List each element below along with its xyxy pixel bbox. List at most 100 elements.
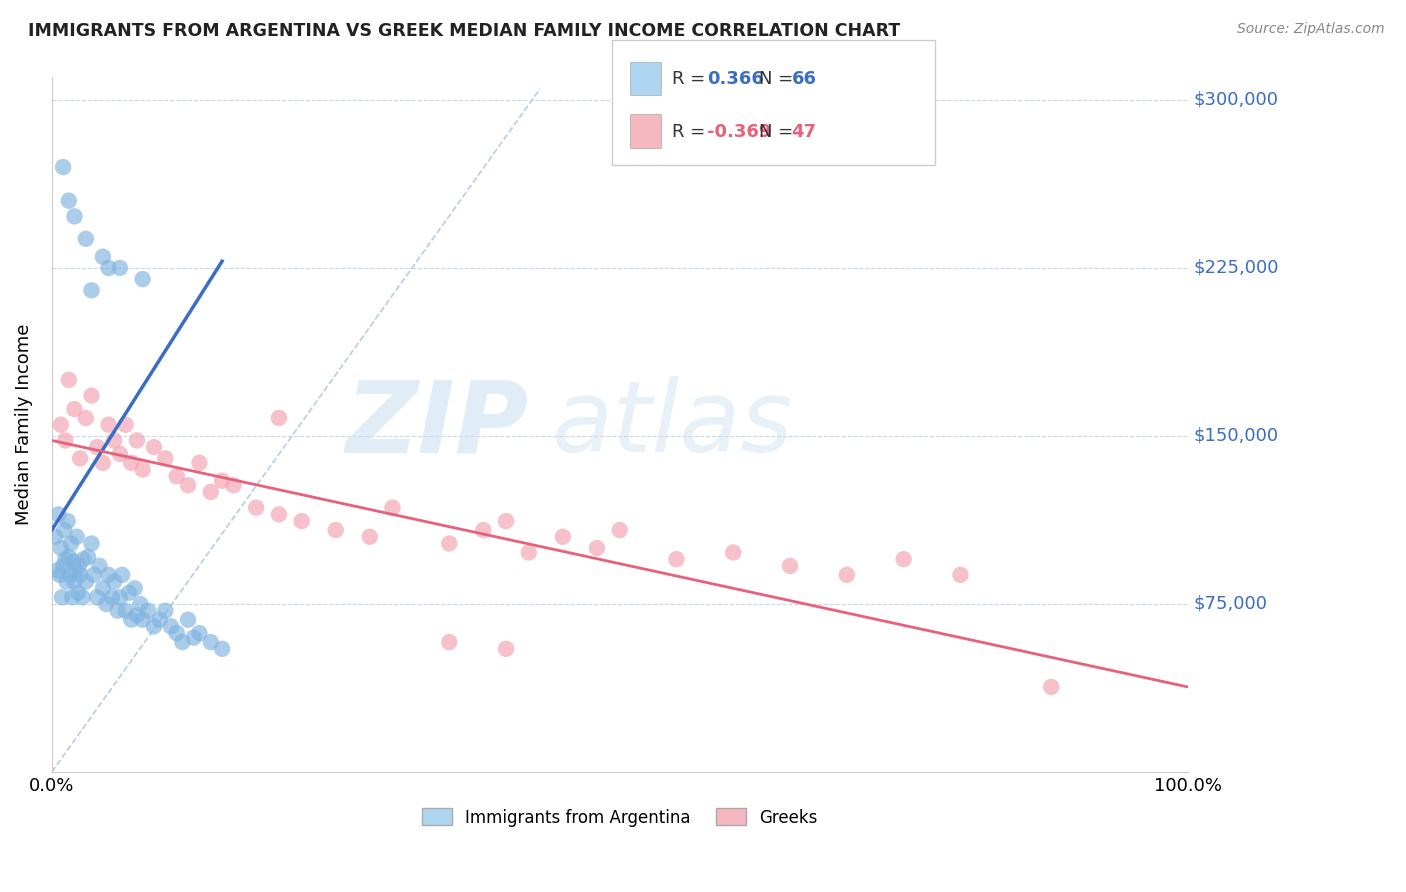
Point — [120, 613, 142, 627]
Text: IMMIGRANTS FROM ARGENTINA VS GREEK MEDIAN FAMILY INCOME CORRELATION CHART: IMMIGRANTS FROM ARGENTINA VS GREEK MEDIA… — [28, 22, 900, 40]
Point — [72, 591, 94, 605]
Point — [188, 626, 211, 640]
Point — [83, 567, 105, 582]
Point — [97, 567, 120, 582]
Point — [101, 591, 124, 605]
Point — [55, 574, 77, 589]
Point — [62, 554, 84, 568]
Point — [166, 469, 188, 483]
Point — [125, 434, 148, 448]
Point — [245, 500, 267, 515]
Point — [49, 541, 72, 555]
Point — [267, 411, 290, 425]
Point — [69, 451, 91, 466]
Point — [177, 478, 200, 492]
Point — [51, 591, 73, 605]
Point — [63, 402, 86, 417]
Point — [609, 523, 631, 537]
Point — [108, 260, 131, 275]
Point — [77, 549, 100, 564]
Text: 0.366: 0.366 — [707, 70, 763, 88]
Point — [143, 440, 166, 454]
Point — [188, 456, 211, 470]
Point — [55, 552, 77, 566]
Point — [131, 272, 153, 286]
Point — [60, 591, 83, 605]
Point — [129, 597, 152, 611]
Point — [86, 591, 108, 605]
Point — [52, 558, 75, 573]
Point — [69, 567, 91, 582]
Point — [172, 635, 194, 649]
Point — [80, 536, 103, 550]
Point — [80, 283, 103, 297]
Point — [86, 440, 108, 454]
Point — [49, 417, 72, 432]
Point — [46, 563, 69, 577]
Point — [56, 514, 79, 528]
Text: R =: R = — [672, 70, 711, 88]
Point — [91, 582, 114, 596]
Legend: Immigrants from Argentina, Greeks: Immigrants from Argentina, Greeks — [415, 802, 824, 833]
Point — [200, 635, 222, 649]
Point — [183, 631, 205, 645]
Point — [63, 574, 86, 589]
Point — [495, 514, 517, 528]
Point — [58, 373, 80, 387]
Point — [67, 558, 90, 573]
Point — [97, 260, 120, 275]
Text: -0.369: -0.369 — [707, 122, 772, 141]
Point — [517, 545, 540, 559]
Point — [211, 474, 233, 488]
Point — [551, 530, 574, 544]
Point — [381, 500, 404, 515]
Point — [120, 456, 142, 470]
Point — [48, 567, 70, 582]
Point — [723, 545, 745, 559]
Point — [200, 485, 222, 500]
Text: $225,000: $225,000 — [1194, 259, 1278, 277]
Point — [52, 160, 75, 174]
Point — [1040, 680, 1063, 694]
Point — [103, 574, 125, 589]
Point — [779, 558, 801, 573]
Point — [893, 552, 915, 566]
Point — [359, 530, 381, 544]
Point — [44, 530, 66, 544]
Point — [586, 541, 609, 555]
Point — [114, 604, 136, 618]
Point — [60, 536, 83, 550]
Point — [136, 604, 159, 618]
Point — [66, 530, 89, 544]
Text: Source: ZipAtlas.com: Source: ZipAtlas.com — [1237, 22, 1385, 37]
Point — [97, 417, 120, 432]
Point — [58, 194, 80, 208]
Point — [131, 613, 153, 627]
Point — [211, 641, 233, 656]
Point — [89, 558, 111, 573]
Point — [108, 447, 131, 461]
Point — [155, 451, 177, 466]
Point — [177, 613, 200, 627]
Point — [472, 523, 495, 537]
Point — [75, 411, 97, 425]
Text: N =: N = — [759, 70, 799, 88]
Point — [63, 210, 86, 224]
Point — [439, 536, 461, 550]
Point — [75, 232, 97, 246]
Point — [59, 567, 82, 582]
Point — [91, 456, 114, 470]
Point — [291, 514, 314, 528]
Point — [155, 604, 177, 618]
Text: R =: R = — [672, 122, 711, 141]
Text: $300,000: $300,000 — [1194, 91, 1278, 109]
Point — [75, 574, 97, 589]
Point — [949, 567, 972, 582]
Point — [131, 462, 153, 476]
Point — [325, 523, 347, 537]
Point — [143, 619, 166, 633]
Point — [149, 613, 172, 627]
Text: N =: N = — [759, 122, 799, 141]
Point — [58, 549, 80, 564]
Point — [55, 434, 77, 448]
